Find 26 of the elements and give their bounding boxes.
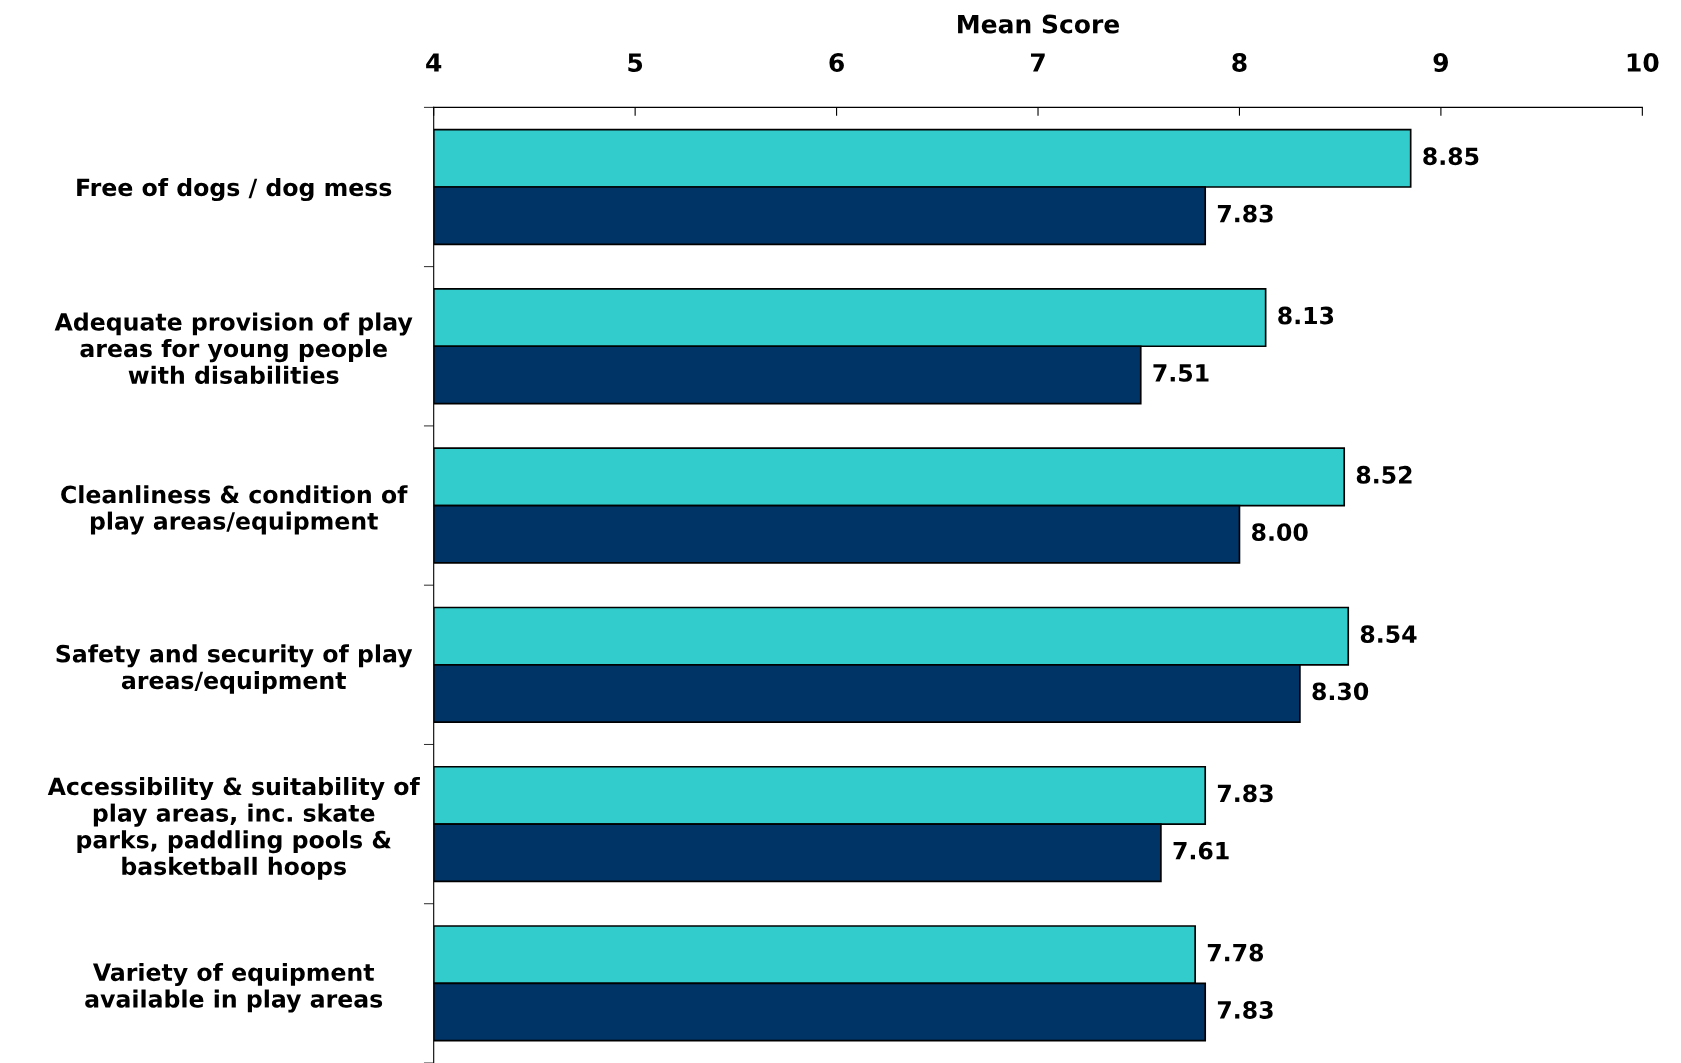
y-tick-label: Variety of equipment available in play areas <box>85 962 383 1013</box>
data-label: 8.52 <box>1356 465 1412 484</box>
data-label: 7.61 <box>1173 841 1229 860</box>
y-tick-label: Free of dogs / dog mess <box>77 178 392 202</box>
y-tick-label: Accessibility & suitability of play areas, inc. skate parks, paddling pools & basketball hoops <box>47 776 420 880</box>
data-label: 8.85 <box>1423 147 1479 166</box>
x-tick-label: 10 <box>1627 53 1659 72</box>
data-label: 8.00 <box>1252 523 1308 542</box>
data-label: 7.83 <box>1217 784 1273 803</box>
y-tick-label: Adequate provision of play areas for young people with disabilities <box>54 312 413 384</box>
data-label: 7.83 <box>1217 204 1273 223</box>
data-label: 8.30 <box>1312 682 1369 701</box>
x-tick-label: 4 <box>426 53 442 72</box>
x-tick-label: 7 <box>1030 53 1045 72</box>
data-label: 7.78 <box>1207 943 1264 962</box>
y-tick-label: Cleanliness & condition of play areas/equipment <box>61 485 408 535</box>
data-label: 8.13 <box>1278 306 1334 325</box>
x-tick-label: 9 <box>1433 53 1448 72</box>
data-label: 7.51 <box>1153 364 1209 382</box>
x-tick-label: 8 <box>1232 53 1247 72</box>
data-label: 8.54 <box>1360 625 1417 643</box>
data-label: 7.83 <box>1217 1001 1273 1019</box>
x-axis-title: Mean Score <box>958 14 1120 34</box>
y-tick-label: Safety and security of play areas/equipment <box>56 644 413 694</box>
x-tick-label: 6 <box>829 53 844 72</box>
x-tick-label: 5 <box>628 53 643 72</box>
